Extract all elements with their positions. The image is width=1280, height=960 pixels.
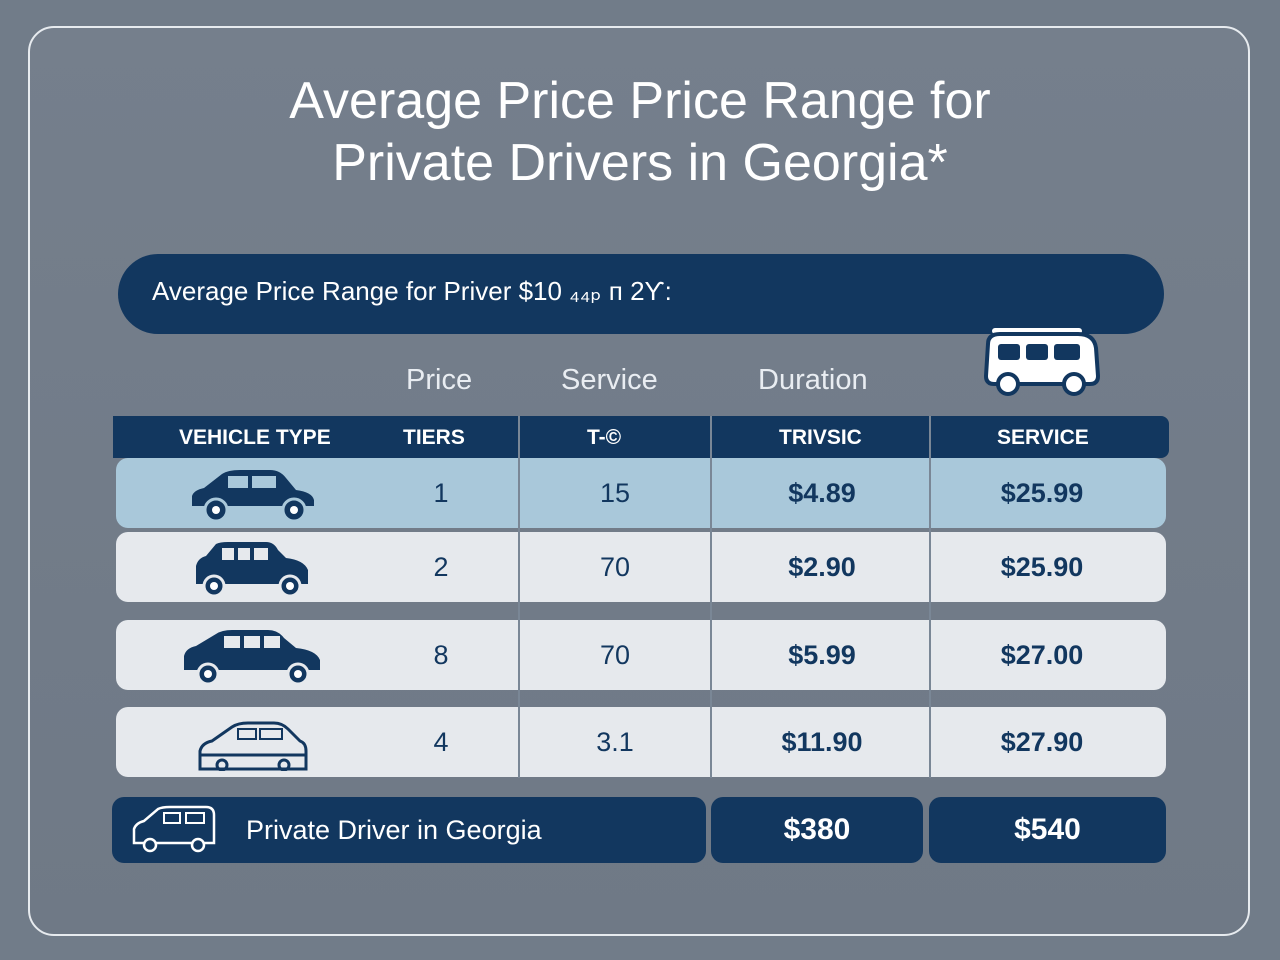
- price-range-banner: Average Price Range for Priver $10 ₄₄ₚ ᴨ…: [118, 254, 1164, 334]
- column-divider: [518, 416, 520, 778]
- cell-service: $27.00: [1000, 640, 1084, 670]
- cell-trivsic: $2.90: [788, 552, 856, 582]
- table-row: 2 70 $2.90 $25.90: [116, 532, 1166, 602]
- cell-t: 70: [599, 552, 631, 582]
- cell-t: 3.1: [596, 727, 634, 757]
- header-t: T-©: [587, 426, 622, 449]
- footer-value-1-box: $380: [711, 797, 923, 863]
- column-heading-service: Service: [561, 364, 658, 396]
- table-row: 1 15 $4.89 $25.99: [116, 458, 1166, 528]
- cell-service: $25.99: [1000, 478, 1084, 508]
- footer-label-bar: Private Driver in Georgia: [112, 797, 706, 863]
- cell-t: 70: [599, 640, 631, 670]
- hatchback-car-icon: [192, 470, 314, 522]
- table-header: VEHICLE TYPE TIERS T-© TRIVSIC SERVICE: [113, 416, 1159, 458]
- page-title: Average Price Price Range for Private Dr…: [0, 70, 1280, 194]
- van-outline-icon: [132, 805, 216, 853]
- header-vehicle-type: VEHICLE TYPE: [179, 426, 331, 449]
- suv-car-icon: [196, 542, 308, 596]
- cell-tier: 2: [433, 552, 449, 582]
- column-heading-duration: Duration: [758, 364, 868, 396]
- cell-service: $27.90: [1000, 727, 1084, 757]
- header-cap: [1159, 416, 1169, 458]
- cell-trivsic: $5.99: [788, 640, 856, 670]
- cell-tier: 8: [433, 640, 449, 670]
- cell-t: 15: [599, 478, 631, 508]
- title-line-2: Private Drivers in Georgia*: [332, 134, 948, 192]
- van-icon: [983, 328, 1101, 396]
- crossover-car-icon: [184, 630, 320, 684]
- footer-value-1: $380: [783, 813, 851, 846]
- table-row: 4 3.1 $11.90 $27.90: [116, 707, 1166, 777]
- column-divider: [929, 416, 931, 778]
- footer-value-2-box: $540: [929, 797, 1166, 863]
- cell-tier: 1: [433, 478, 449, 508]
- sedan-car-outline-icon: [198, 721, 308, 771]
- header-trivsic: TRIVSIC: [779, 426, 862, 449]
- footer-value-2: $540: [1014, 813, 1081, 846]
- column-divider: [710, 416, 712, 778]
- column-heading-price: Price: [406, 364, 473, 396]
- footer-label: Private Driver in Georgia: [246, 815, 542, 845]
- cell-tier: 4: [433, 727, 449, 757]
- cell-trivsic: $11.90: [781, 727, 863, 757]
- cell-service: $25.90: [1000, 552, 1084, 582]
- banner-text: Average Price Range for Priver $10 ₄₄ₚ ᴨ…: [152, 276, 672, 306]
- cell-trivsic: $4.89: [788, 478, 856, 508]
- header-tiers: TIERS: [403, 426, 465, 449]
- header-service: SERVICE: [997, 426, 1089, 449]
- table-row: 8 70 $5.99 $27.00: [116, 620, 1166, 690]
- title-line-1: Average Price Price Range for: [289, 72, 991, 130]
